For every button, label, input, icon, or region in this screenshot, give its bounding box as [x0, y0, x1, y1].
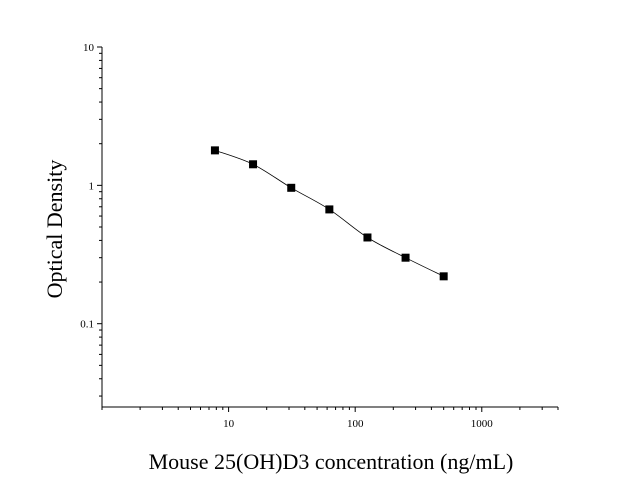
data-point-marker: [249, 160, 258, 169]
y-tick-label: 10: [83, 42, 95, 54]
data-markers: [210, 146, 448, 281]
x-axis-ticks: 10 100 1000: [101, 407, 559, 430]
data-point-marker: [210, 146, 219, 155]
x-tick-label: 100: [347, 418, 364, 430]
x-tick-label: 10: [223, 418, 235, 430]
y-axis-title: Optical Density: [42, 160, 67, 299]
x-axis-title: Mouse 25(OH)D3 concentration (ng/mL): [149, 449, 514, 474]
y-axis-ticks: 0.1 1 10: [80, 42, 102, 397]
data-point-marker: [439, 272, 448, 281]
data-point-marker: [325, 205, 334, 214]
data-point-marker: [401, 253, 410, 262]
plot-area: 10 100 1000 0.1 1 10: [80, 42, 559, 430]
y-tick-label: 1: [89, 180, 95, 192]
data-point-marker: [363, 233, 372, 242]
x-tick-label: 1000: [471, 418, 494, 430]
y-tick-label: 0.1: [80, 319, 94, 331]
data-point-marker: [287, 183, 296, 192]
